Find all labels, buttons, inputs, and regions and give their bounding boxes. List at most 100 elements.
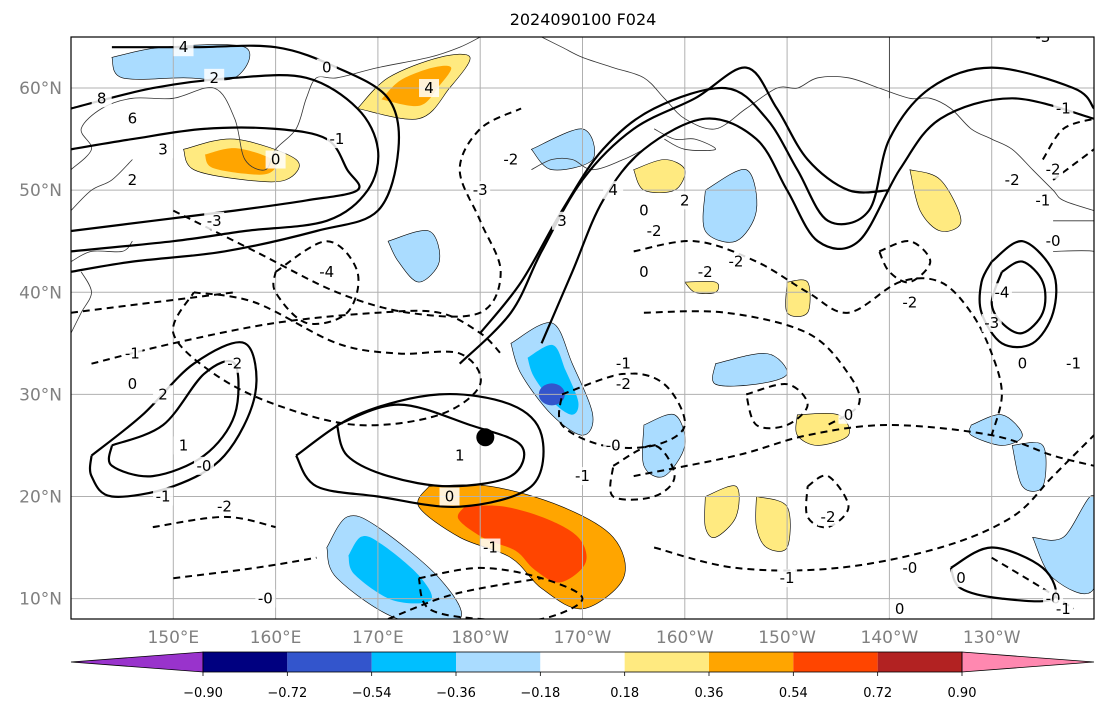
yellow-patch-13 <box>704 485 740 538</box>
contour-label: -2 <box>227 355 242 373</box>
contour-label: 4 <box>608 181 618 199</box>
contour-label: -0 <box>197 457 212 475</box>
contour-label: -2 <box>821 508 836 526</box>
blue-patch-7 <box>712 353 788 387</box>
negative-contour <box>653 434 1094 572</box>
blue-patch-10 <box>1032 495 1094 595</box>
contour-label: -1 <box>780 569 795 587</box>
latitude-tick-label: 10°N <box>19 590 62 610</box>
negative-contour <box>173 556 317 580</box>
contour-label-bg <box>644 222 665 240</box>
contour-label: 0 <box>844 406 854 424</box>
colorbar-segment <box>877 652 962 672</box>
colorbar-segment <box>287 652 372 672</box>
contour-label: -3 <box>1035 28 1050 46</box>
positive-contour <box>335 403 526 488</box>
colorbar-segment <box>709 652 794 672</box>
contour-label-bg <box>1002 170 1023 189</box>
contour-label: 0 <box>956 569 966 587</box>
contour-label-bg <box>449 446 470 465</box>
colorbar-extend-high <box>961 651 1095 673</box>
contour-label-bg <box>153 140 174 159</box>
orange-patch-kamchatka-core <box>381 65 452 107</box>
contour-label: -0 <box>258 590 273 608</box>
contour-label-bg <box>173 38 194 57</box>
longitude-tick-label: 130°W <box>963 628 1021 648</box>
contour-label: -0 <box>606 436 621 454</box>
latitude-tick-label: 50°N <box>19 181 62 201</box>
storm-center-marker <box>476 428 495 447</box>
contour-label-bg <box>613 354 634 373</box>
contour-label: 4 <box>424 79 434 97</box>
contour-label: 4 <box>179 38 189 56</box>
colorbar-extend-low <box>70 651 204 673</box>
yellow-patch-17 <box>785 279 811 317</box>
contour-label-bg <box>1053 99 1074 118</box>
contour-label: -2 <box>902 293 917 311</box>
contour-label-bg <box>204 68 225 87</box>
contour-label: -1 <box>1056 99 1071 117</box>
coastline <box>1053 250 1094 262</box>
contour-label-bg <box>439 487 460 506</box>
negative-contour <box>172 291 482 427</box>
coastlines <box>71 37 1094 334</box>
yellow-patch-7 <box>909 169 962 232</box>
contour-label: -1 <box>329 130 344 148</box>
positive-contour <box>540 97 1094 344</box>
contour-label: -2 <box>698 263 713 281</box>
contour-label-bg <box>777 569 798 588</box>
negative-contour <box>387 577 542 619</box>
colorbar-tick-label: 0.18 <box>610 686 639 701</box>
longitude-tick-label: 170°W <box>554 628 612 648</box>
contour-label-bg <box>838 405 859 424</box>
negative-contour <box>152 515 276 529</box>
longitude-tick-label: 140°W <box>861 628 919 648</box>
negative-contour <box>91 309 502 365</box>
contour-label: -2 <box>728 253 743 271</box>
contour-label: 2 <box>209 69 219 87</box>
map-plot-area: 4 8 6 2 3 2 0 4 -1 0 -3 -4 -3 -2 -2 -1 0 2 1 -0 -1 -2 1 0 -1 -0 3 4… <box>71 28 1094 619</box>
positive-contour <box>295 392 545 509</box>
contour-label-bg <box>470 181 491 200</box>
colorbar-tick-label: −0.90 <box>183 686 223 701</box>
contour-label: -2 <box>1046 161 1061 179</box>
contour-label-bg <box>1043 160 1064 179</box>
contour-label: 0 <box>639 263 649 281</box>
contour-label: -1 <box>483 539 498 557</box>
contour-label-bg <box>899 293 920 312</box>
positive-contour <box>978 240 1058 349</box>
contour-label: -4 <box>319 263 334 281</box>
coastline <box>71 159 133 211</box>
latitude-tick-label: 20°N <box>19 487 62 507</box>
yellow-patch-6 <box>633 159 686 194</box>
contour-label: -2 <box>503 151 518 169</box>
negative-contour <box>609 444 676 501</box>
longitude-tick-label: 180°W <box>451 628 509 648</box>
contour-label-bg <box>255 589 276 608</box>
contour-label-bg <box>633 262 654 281</box>
latitude-tick-label: 30°N <box>19 385 62 405</box>
contour-label-bg <box>122 344 143 363</box>
contour-label-bg <box>695 262 716 281</box>
contour-label: 0 <box>895 600 905 618</box>
contour-label: 0 <box>445 487 455 505</box>
contour-label-bg <box>500 150 521 169</box>
negative-contour <box>172 107 522 318</box>
contour-label: 0 <box>1018 355 1028 373</box>
contour-label: -1 <box>1056 600 1071 618</box>
blue-patch-trough-core <box>527 344 579 415</box>
contour-label-bg <box>480 538 501 557</box>
chart-title: 2024090100 F024 <box>510 10 657 29</box>
contour-label-bg <box>1012 354 1033 373</box>
longitude-labels: 150°E 160°E 170°E 180°W 170°W 160°W 150°W 140°W… <box>147 628 1020 648</box>
contour-label: 2 <box>680 191 690 209</box>
colorbar-segment <box>371 652 456 672</box>
contour-label: -1 <box>1035 191 1050 209</box>
negative-contour <box>805 474 850 529</box>
contour-label: 3 <box>557 212 567 230</box>
coastline <box>531 148 645 171</box>
contour-label: -2 <box>1005 171 1020 189</box>
colorbar-segment <box>540 652 625 672</box>
contour-label: -2 <box>616 375 631 393</box>
